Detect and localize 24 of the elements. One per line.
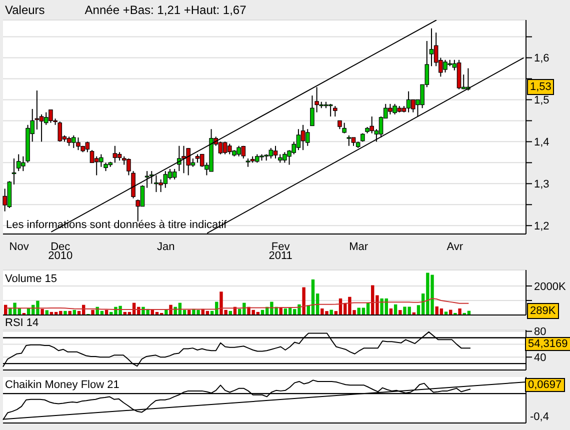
x-tick-label: Avr: [446, 240, 464, 253]
text: 0,0697: [525, 378, 565, 392]
y-tick-label: 40: [534, 352, 546, 364]
text: 2011: [268, 250, 294, 262]
text: 2010: [47, 250, 74, 262]
text: -0,4: [530, 411, 549, 423]
y-tick-label: 1,3: [534, 178, 550, 191]
chart-title: Valeurs: [5, 3, 45, 17]
chart-title: Chaikin Money Flow 21: [5, 379, 120, 391]
y-tick-label: 1,2: [534, 220, 550, 233]
chart-title: RSI 14: [5, 317, 39, 329]
chart-title: Volume 15: [5, 273, 57, 285]
chart-subtitle: Année +Bas: 1,21 +Haut: 1,67: [84, 3, 246, 17]
y-tick-label: 1,4: [534, 136, 550, 149]
x-tick-label: Nov: [9, 240, 30, 253]
y-tick-label: 1,6: [534, 52, 550, 65]
annotation: 289K: [527, 302, 559, 319]
annotation: 1,53: [527, 79, 554, 96]
y-tick-label: 1,5: [534, 94, 550, 107]
x-tick-label: Mar: [349, 240, 368, 253]
x-tick-label: Jan: [156, 240, 175, 253]
y-tick-label: 2000K: [534, 280, 566, 293]
y-tick-label: 80: [534, 326, 546, 338]
text: 54,3169: [525, 337, 570, 352]
